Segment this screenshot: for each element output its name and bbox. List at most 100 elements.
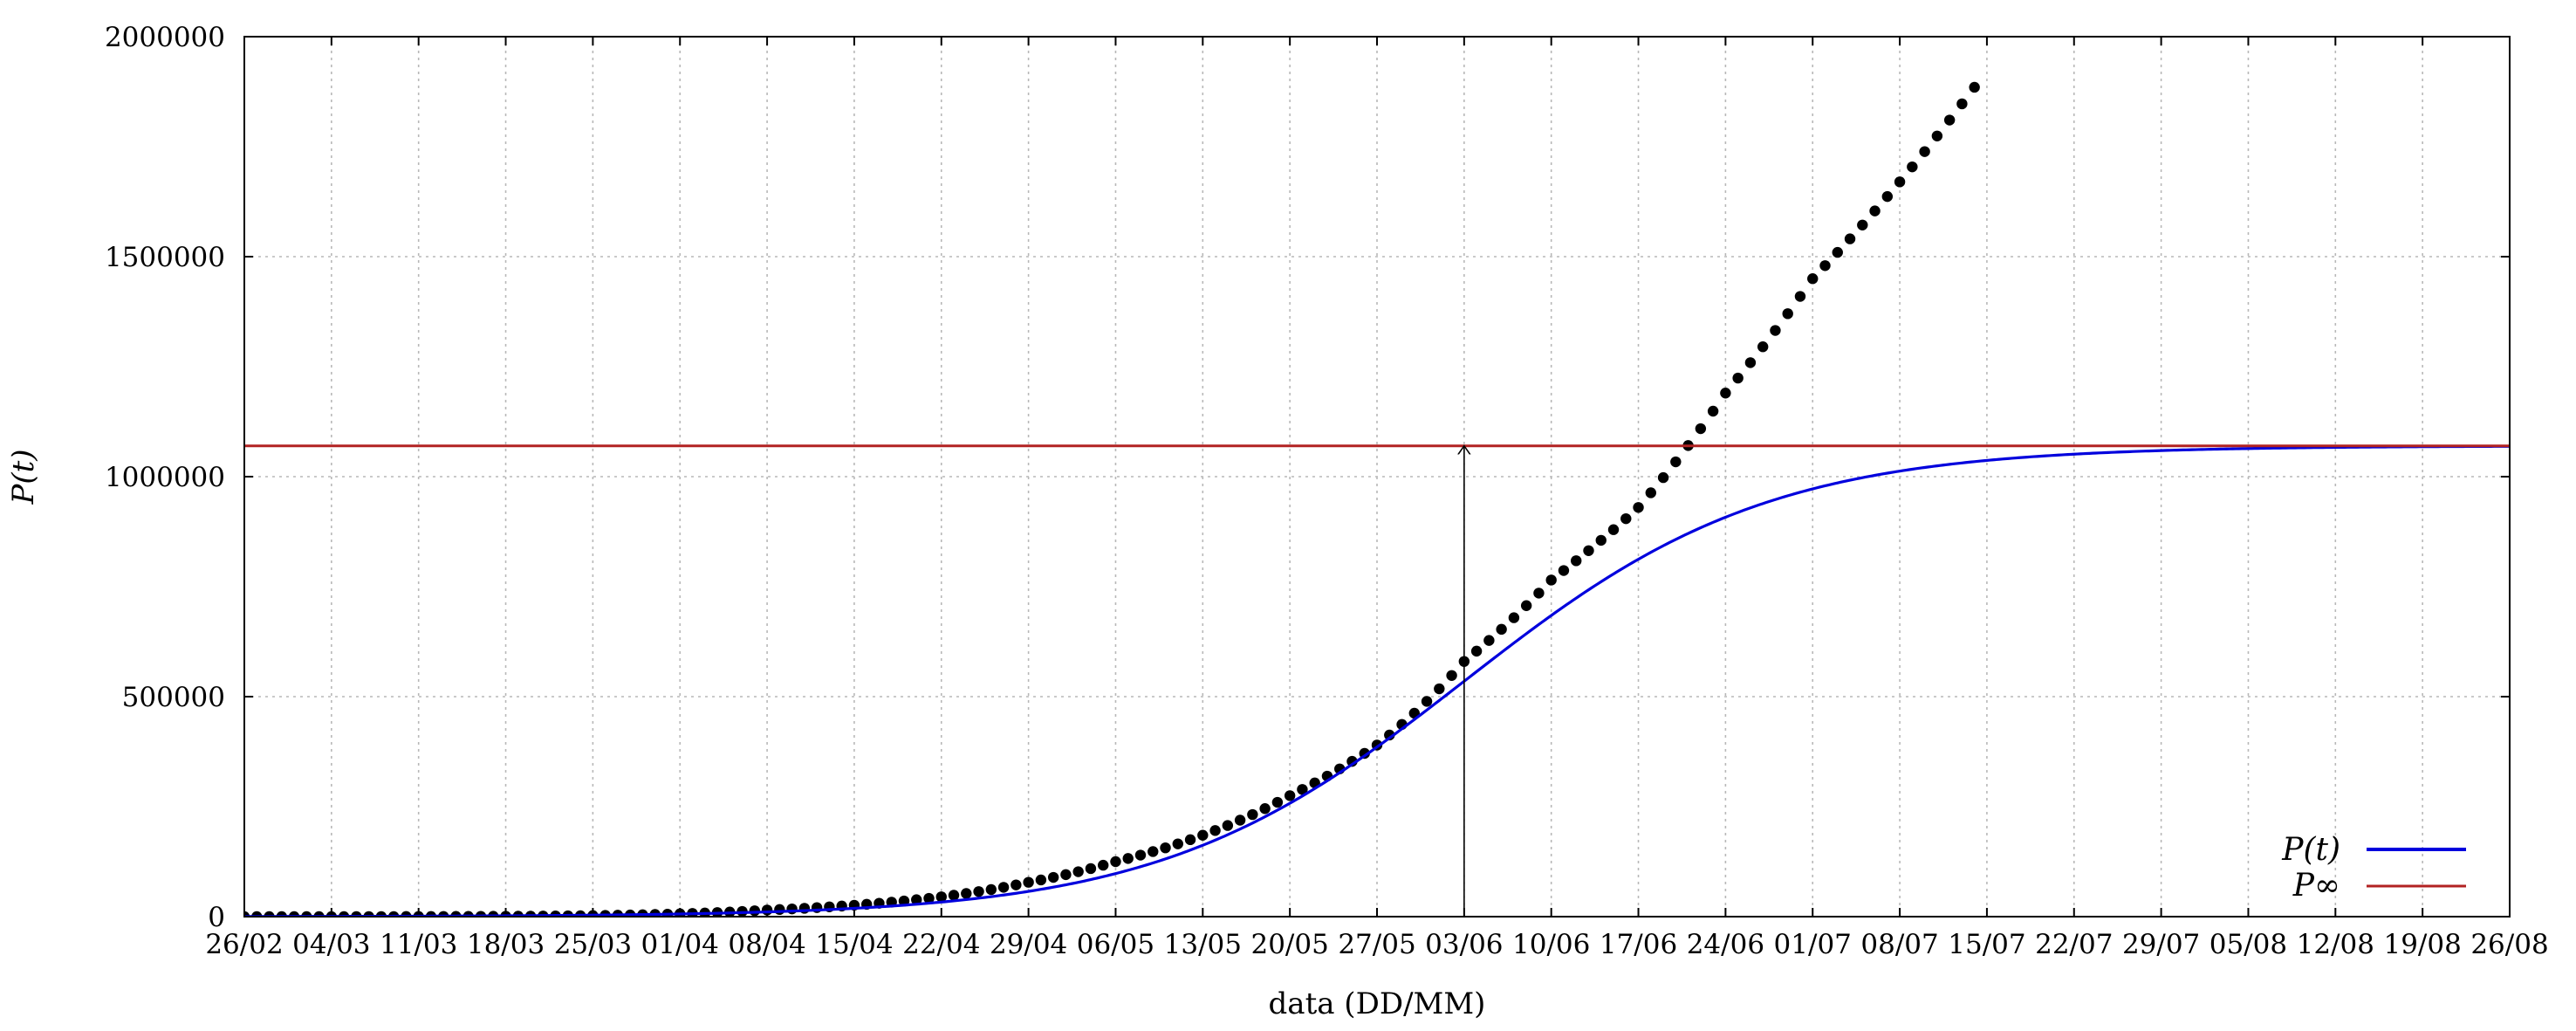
data-point	[1894, 176, 1906, 188]
legend-label-asymptote: P∞	[2292, 868, 2340, 904]
data-point	[1234, 814, 1246, 826]
plot-area	[244, 81, 2510, 917]
data-point	[1869, 205, 1881, 217]
data-point	[1633, 502, 1644, 513]
x-axis-title: data (DD/MM)	[1269, 986, 1486, 1021]
data-point	[948, 890, 960, 901]
x-tick-label: 08/07	[1860, 929, 1938, 960]
data-point	[1446, 670, 1457, 681]
data-point	[1520, 600, 1532, 611]
x-tick-label: 19/08	[2383, 929, 2461, 960]
data-point	[1757, 341, 1769, 353]
data-point	[761, 904, 773, 916]
data-point	[1881, 190, 1894, 203]
data-point	[1670, 456, 1682, 468]
data-point	[1969, 81, 1980, 93]
data-point	[1956, 98, 1968, 110]
x-tick-label: 29/07	[2122, 929, 2200, 960]
data-point	[774, 904, 785, 916]
data-point	[1571, 555, 1582, 567]
y-axis-title: P(t)	[6, 449, 41, 505]
x-tick-label: 03/06	[1425, 929, 1503, 960]
data-point	[1844, 233, 1856, 244]
data-point	[1496, 623, 1507, 636]
data-point	[1770, 325, 1781, 336]
x-tick-label: 18/03	[467, 929, 545, 960]
data-point	[1483, 635, 1495, 646]
x-tick-label: 20/05	[1250, 929, 1328, 960]
data-point	[1421, 696, 1433, 707]
y-tick-label: 500000	[122, 682, 225, 713]
data-point	[1047, 871, 1059, 883]
plot-frame	[243, 36, 2511, 918]
data-point	[1707, 405, 1719, 417]
data-point	[1060, 869, 1072, 881]
legend: P(t) P∞	[2281, 832, 2466, 904]
data-point	[1645, 487, 1657, 498]
data-point	[1097, 859, 1109, 871]
data-point	[1620, 512, 1632, 525]
data-point	[1508, 612, 1520, 623]
data-point	[1533, 588, 1545, 599]
data-point	[1807, 273, 1819, 285]
observed-points	[244, 81, 1980, 917]
data-point	[911, 894, 922, 905]
data-point	[1085, 863, 1097, 875]
data-point	[1035, 874, 1047, 886]
x-tick-label: 01/04	[641, 929, 719, 960]
x-tick-label: 24/06	[1687, 929, 1764, 960]
data-point	[1110, 856, 1121, 868]
x-tick-label: 29/04	[990, 929, 1067, 960]
data-point	[1695, 423, 1707, 435]
data-point	[1943, 114, 1956, 126]
data-point	[1720, 388, 1731, 399]
data-point	[1470, 645, 1483, 657]
x-tick-label: 01/07	[1774, 929, 1852, 960]
data-point	[1907, 161, 1918, 173]
x-tick-label: 17/06	[1600, 929, 1677, 960]
x-tick-label: 04/03	[292, 929, 370, 960]
x-tick-label: 26/02	[205, 929, 283, 960]
data-point	[1247, 808, 1258, 821]
data-point	[1184, 834, 1196, 846]
data-point	[1931, 130, 1943, 141]
data-point	[973, 886, 984, 897]
data-point	[1297, 784, 1308, 795]
data-point	[1148, 846, 1159, 857]
x-tick-label: 25/03	[554, 929, 632, 960]
data-point	[1607, 524, 1620, 535]
data-point	[1819, 260, 1831, 271]
data-point	[1172, 838, 1183, 849]
data-point	[1222, 820, 1234, 831]
x-tick-label: 05/08	[2209, 929, 2287, 960]
data-point	[1011, 879, 1022, 890]
data-point	[1732, 372, 1744, 384]
data-point	[1919, 146, 1930, 157]
data-point	[1595, 534, 1607, 546]
data-point	[786, 903, 798, 915]
data-point	[985, 883, 997, 896]
x-axis-ticks: 26/02 04/03 11/03 18/03 25/03 01/04 08/04 15/04…	[205, 37, 2549, 960]
data-point	[997, 882, 1010, 893]
data-point	[1209, 825, 1221, 836]
x-tick-label: 12/08	[2297, 929, 2374, 960]
data-point	[1545, 574, 1557, 586]
x-tick-label: 15/07	[1948, 929, 2025, 960]
data-point	[1583, 545, 1594, 556]
x-tick-label: 15/04	[815, 929, 893, 960]
data-point	[1558, 565, 1570, 576]
x-tick-label: 13/05	[1164, 929, 1242, 960]
data-point	[1744, 357, 1757, 368]
x-tick-label: 26/08	[2470, 929, 2548, 960]
x-tick-label: 08/04	[728, 929, 805, 960]
data-point	[1271, 796, 1284, 808]
data-point	[961, 888, 972, 899]
x-tick-label: 10/06	[1512, 929, 1590, 960]
data-point	[1023, 876, 1034, 888]
x-tick-label: 11/03	[380, 929, 457, 960]
data-point	[1284, 790, 1296, 801]
data-point	[935, 891, 947, 903]
data-point	[1134, 849, 1147, 861]
